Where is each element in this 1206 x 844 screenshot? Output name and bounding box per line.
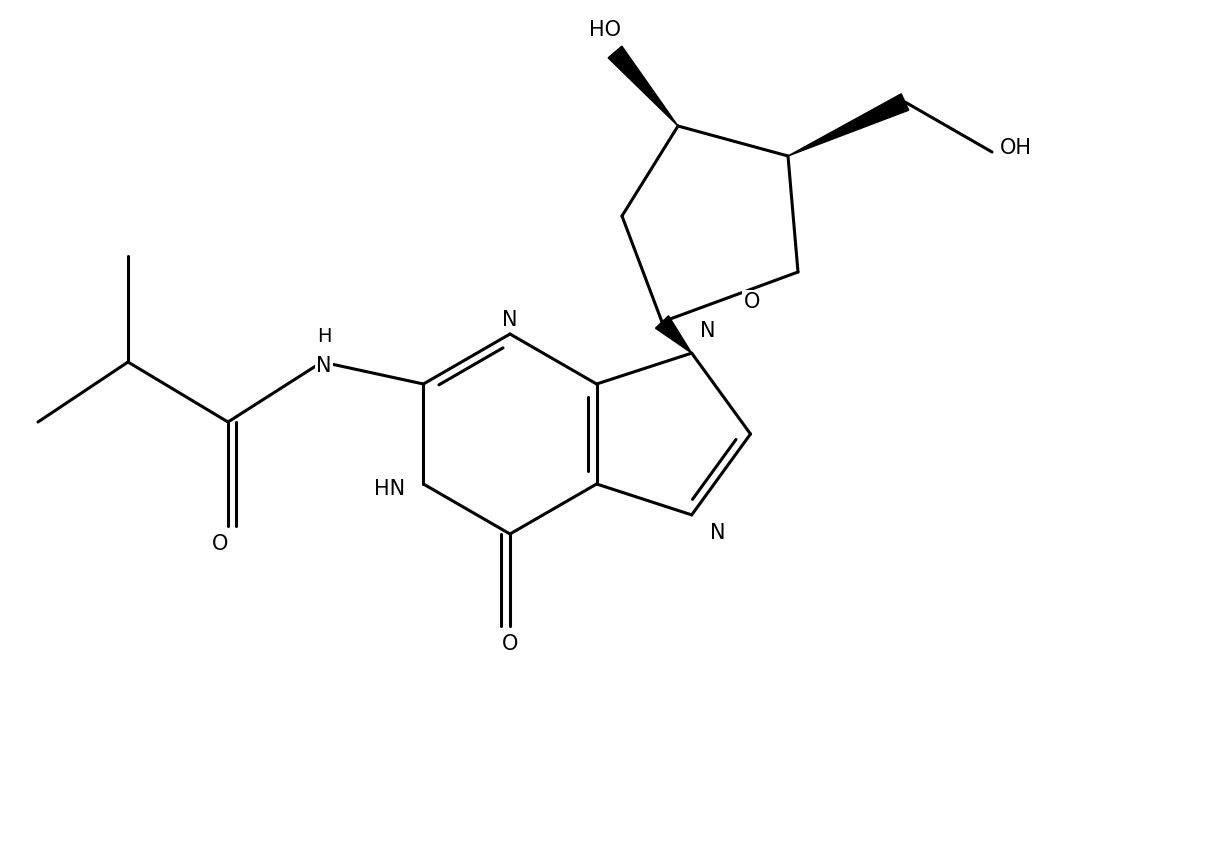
Text: O: O xyxy=(744,292,760,312)
Text: N: N xyxy=(316,356,332,376)
Text: O: O xyxy=(502,634,519,654)
Text: O: O xyxy=(212,534,228,554)
Text: OH: OH xyxy=(1000,138,1032,158)
Text: N: N xyxy=(709,523,725,543)
Text: HO: HO xyxy=(589,20,621,40)
Text: N: N xyxy=(699,321,715,341)
Text: HN: HN xyxy=(374,479,405,499)
Text: H: H xyxy=(317,327,332,346)
Polygon shape xyxy=(656,316,692,353)
Text: N: N xyxy=(502,310,517,330)
Polygon shape xyxy=(788,94,909,156)
Polygon shape xyxy=(608,46,678,126)
